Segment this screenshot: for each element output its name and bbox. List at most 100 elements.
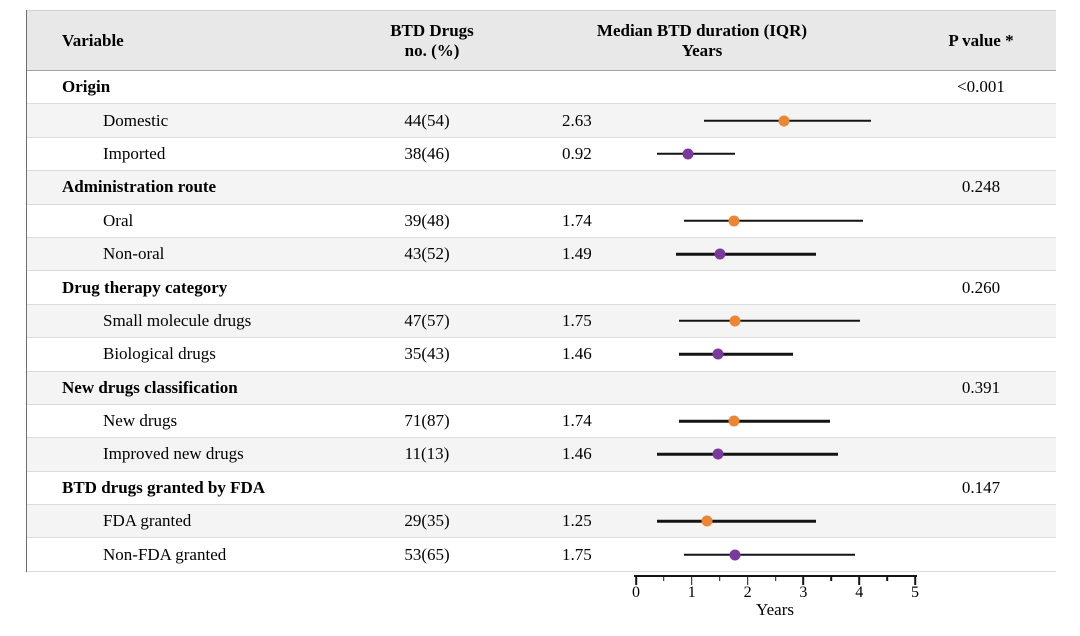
n-percent-value: 43(52) (404, 244, 450, 264)
data-row: Non-FDA granted 53(65) 1.75 (27, 538, 1056, 572)
row-label: Non-oral (103, 244, 165, 264)
n-percent-value: 47(57) (404, 310, 450, 330)
p-value: 0.147 (961, 477, 1001, 497)
category-row: BTD drugs granted by FDA 0.147 (27, 472, 1056, 506)
category-label: BTD drugs granted by FDA (62, 477, 266, 497)
iqr-line (684, 219, 863, 222)
row-label: Imported (103, 143, 166, 163)
axis-tick-label: 4 (855, 584, 864, 601)
data-row: Improved new drugs 11(13) 1.46 (27, 438, 1056, 472)
category-row: Administration route 0.248 (27, 171, 1056, 205)
table-body: Origin <0.001 Domestic 44(54) 2.63 Imported 38… (27, 71, 1056, 572)
row-label: Biological drugs (103, 344, 216, 364)
p-value: 0.391 (961, 377, 1001, 397)
p-value: <0.001 (957, 77, 1005, 97)
median-dot (701, 515, 713, 527)
p-value: 0.260 (961, 277, 1001, 297)
median-dot (728, 415, 740, 427)
data-row: Biological drugs 35(43) 1.46 (27, 338, 1056, 372)
column-header-median-duration: Median BTD duration (IQR) Years (596, 20, 808, 60)
n-percent-value: 71(87) (404, 411, 450, 431)
axis-tick-label: 5 (911, 584, 919, 601)
data-row: Small molecule drugs 47(57) 1.75 (27, 304, 1056, 339)
axis-minor-tick (718, 576, 721, 581)
n-percent-value: 11(13) (404, 444, 450, 464)
axis-minor-tick (774, 576, 777, 581)
column-header-btd-drugs: BTD Drugs no. (%) (390, 20, 474, 60)
iqr-line (656, 152, 735, 156)
column-header-p-value: P value * (948, 30, 1014, 50)
median-value: 2.63 (562, 110, 592, 130)
category-label: New drugs classification (62, 377, 238, 397)
iqr-line (676, 252, 816, 256)
row-label: FDA granted (103, 511, 192, 531)
median-dot (729, 315, 741, 327)
row-label: New drugs (103, 411, 178, 431)
n-percent-value: 39(48) (404, 210, 450, 230)
data-row: New drugs 71(87) 1.74 (27, 405, 1056, 439)
row-label: Small molecule drugs (103, 310, 252, 330)
median-dot (714, 248, 726, 260)
iqr-line (656, 520, 816, 523)
median-value: 1.49 (562, 244, 592, 264)
axis-tick-label: 1 (687, 584, 696, 601)
data-row: Imported 38(46) 0.92 (27, 138, 1056, 172)
n-percent-value: 44(54) (404, 110, 450, 130)
table-header-row: Variable BTD Drugs no. (%) Median BTD du… (27, 10, 1056, 71)
median-dot (712, 348, 724, 360)
axis-tick (858, 576, 860, 585)
median-value: 1.74 (562, 411, 592, 431)
axis-tick (802, 576, 805, 585)
category-row: New drugs classification 0.391 (27, 371, 1056, 405)
axis-tick (746, 576, 749, 585)
category-row: Origin <0.001 (27, 71, 1056, 105)
btd-duration-table: Variable BTD Drugs no. (%) Median BTD du… (26, 10, 1056, 572)
data-row: Domestic 44(54) 2.63 (27, 104, 1056, 138)
category-label: Drug therapy category (62, 277, 228, 297)
iqr-line (678, 419, 830, 423)
iqr-line (678, 353, 794, 356)
iqr-line (678, 319, 861, 323)
axis-tick (691, 576, 693, 585)
median-value: 0.92 (562, 143, 592, 163)
median-dot (682, 148, 694, 160)
p-value: 0.248 (961, 177, 1001, 197)
row-label: Oral (103, 210, 134, 230)
axis-minor-tick (886, 576, 888, 581)
data-row: Oral 39(48) 1.74 (27, 205, 1056, 238)
axis-tick (635, 576, 637, 585)
axis-tick-label: 2 (743, 584, 752, 601)
iqr-line (656, 453, 838, 456)
median-value: 1.74 (562, 210, 592, 230)
median-dot (778, 115, 790, 127)
median-value: 1.46 (562, 444, 592, 464)
data-row: Non-oral 43(52) 1.49 (27, 237, 1056, 272)
axis-minor-tick (830, 576, 833, 581)
n-percent-value: 38(46) (404, 143, 450, 163)
n-percent-value: 53(65) (404, 544, 450, 564)
median-value: 1.75 (562, 544, 592, 564)
n-percent-value: 29(35) (404, 511, 450, 531)
row-label: Improved new drugs (103, 444, 244, 464)
median-value: 1.25 (562, 511, 592, 531)
row-label: Non-FDA granted (103, 544, 227, 564)
median-value: 1.75 (562, 310, 592, 330)
axis-tick-label: 0 (632, 584, 640, 601)
data-row: FDA granted 29(35) 1.25 (27, 505, 1056, 539)
axis-minor-tick (663, 576, 665, 581)
row-label: Domestic (103, 110, 169, 130)
column-header-variable: Variable (62, 30, 124, 50)
median-dot (728, 215, 740, 227)
axis-label-years: Years (756, 600, 794, 619)
iqr-line (684, 553, 855, 556)
n-percent-value: 35(43) (404, 344, 450, 364)
category-label: Origin (62, 77, 111, 97)
axis-tick (914, 576, 916, 585)
category-label: Administration route (62, 177, 217, 197)
axis-tick-label: 3 (799, 584, 808, 601)
category-row: Drug therapy category 0.260 (27, 271, 1056, 305)
median-value: 1.46 (562, 344, 592, 364)
median-dot (729, 549, 741, 561)
median-dot (712, 448, 724, 460)
